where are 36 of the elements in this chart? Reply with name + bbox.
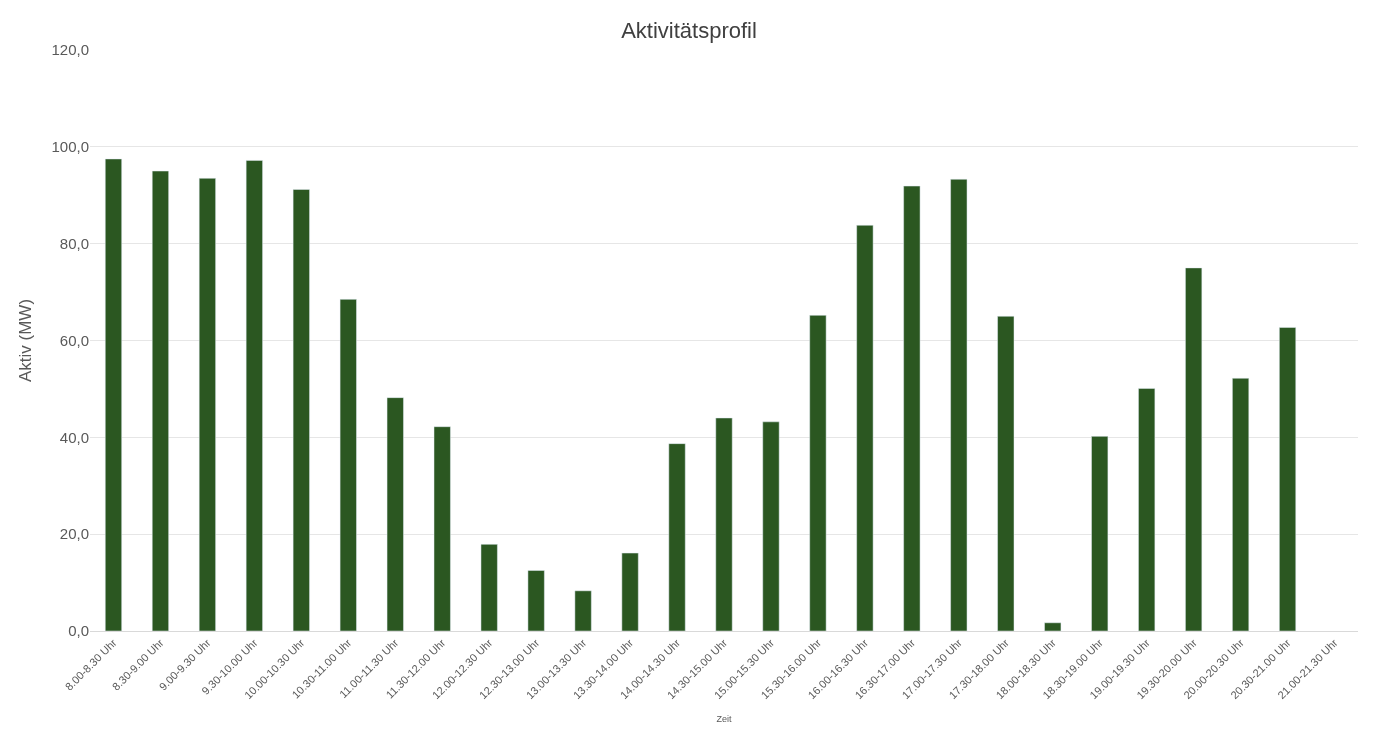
- bar: [997, 316, 1015, 631]
- bar: [1044, 622, 1062, 631]
- bar: [105, 158, 122, 631]
- y-tick-label: 80,0: [59, 234, 89, 252]
- bar: [433, 426, 451, 631]
- y-tick-label: 60,0: [59, 331, 89, 349]
- y-tick-label: 40,0: [59, 428, 89, 446]
- bar: [527, 570, 545, 631]
- y-tick-label: 20,0: [59, 525, 89, 543]
- y-axis-title: Aktiv (MW): [16, 298, 35, 383]
- y-tick-label: 0,0: [68, 622, 89, 640]
- bar: [903, 185, 921, 631]
- bar: [574, 590, 592, 631]
- bar: [245, 160, 263, 631]
- chart-title: Aktivitätsprofil: [621, 17, 757, 43]
- bar: [809, 315, 827, 631]
- bar: [856, 225, 874, 631]
- bar: [151, 170, 169, 631]
- bar: [386, 397, 404, 631]
- bar: [1232, 378, 1250, 631]
- bar: [339, 299, 357, 631]
- bar: [1185, 267, 1203, 631]
- y-tick-label: 120,0: [51, 41, 89, 59]
- bar: [715, 417, 733, 631]
- bar: [950, 179, 968, 631]
- bar: [480, 544, 498, 631]
- bar: [292, 189, 310, 631]
- bar: [1279, 327, 1297, 631]
- bar: [198, 178, 216, 631]
- bar: [762, 421, 780, 631]
- bar: [1091, 436, 1109, 631]
- x-axis-title: Zeit: [716, 714, 732, 725]
- y-tick-label: 100,0: [51, 138, 89, 156]
- bar: [668, 443, 686, 631]
- bar: [1138, 388, 1156, 631]
- bar: [621, 552, 639, 631]
